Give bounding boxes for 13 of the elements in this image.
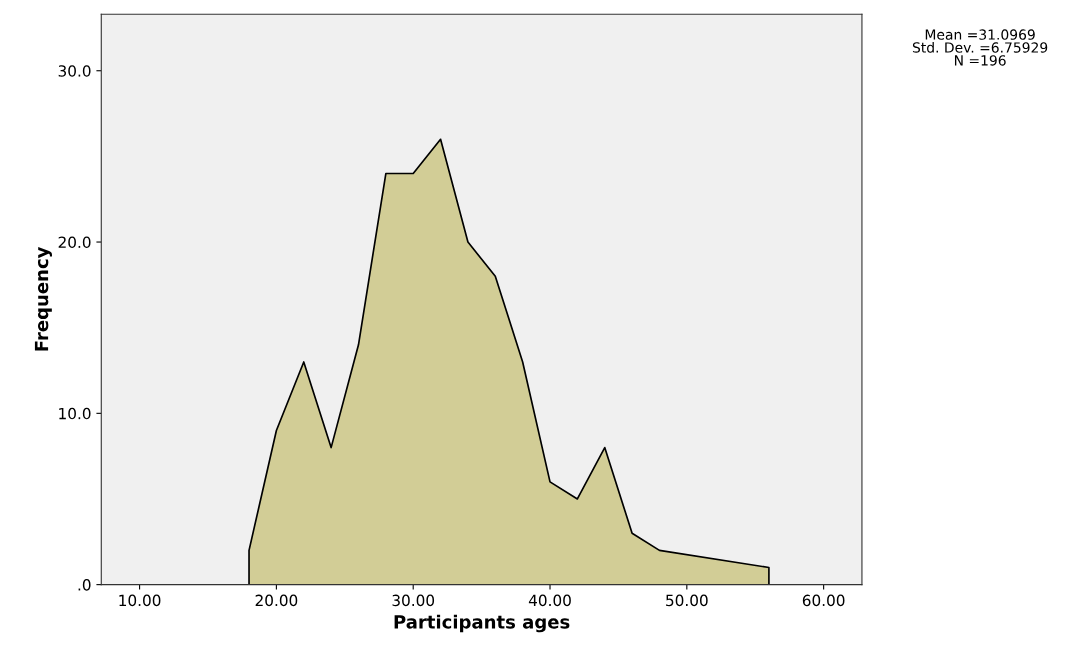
x-tick-label: 10.00 [119, 594, 161, 607]
x-tick-label: 60.00 [802, 594, 845, 607]
x-axis-title: Participants ages [394, 614, 570, 633]
y-tick-label: 20.0 [58, 236, 91, 249]
text: Mean =31.0969 Std. Dev. =6.75929 N =196 [912, 29, 1048, 66]
y-tick-label: .0 [78, 579, 91, 591]
x-tick-label: 50.00 [666, 594, 708, 607]
y-tick-label: 10.0 [59, 407, 91, 420]
x-tick-label: 30.00 [392, 594, 435, 607]
x-tick-label: 40.00 [528, 594, 571, 607]
y-axis-title: Frequency [34, 246, 52, 351]
x-tick-label: 20.00 [255, 594, 298, 607]
y-tick-label: 30.0 [58, 65, 91, 77]
